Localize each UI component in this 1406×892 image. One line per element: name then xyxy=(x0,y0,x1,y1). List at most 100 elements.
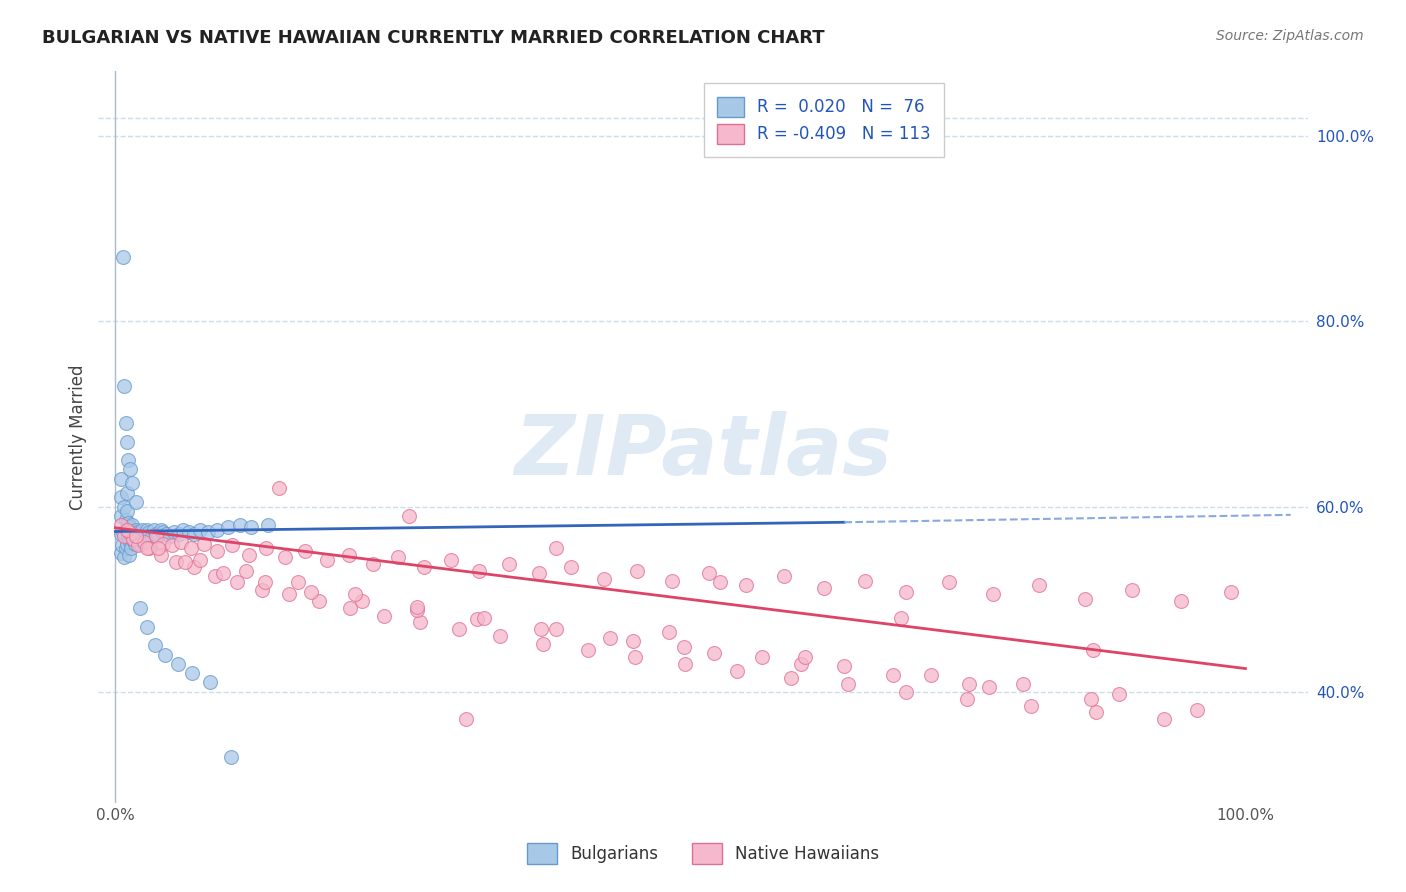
Legend: Bulgarians, Native Hawaiians: Bulgarians, Native Hawaiians xyxy=(520,837,886,871)
Point xyxy=(406,603,429,617)
Point xyxy=(1170,594,1192,608)
Point xyxy=(780,671,803,685)
Point xyxy=(527,566,550,581)
Text: BULGARIAN VS NATIVE HAWAIIAN CURRENTLY MARRIED CORRELATION CHART: BULGARIAN VS NATIVE HAWAIIAN CURRENTLY M… xyxy=(42,29,825,46)
Point xyxy=(725,665,748,679)
Point xyxy=(148,529,170,543)
Point xyxy=(274,550,297,565)
Point xyxy=(373,608,395,623)
Point xyxy=(134,534,156,549)
Point xyxy=(148,541,170,556)
Point xyxy=(226,575,249,590)
Point xyxy=(124,536,146,550)
Point xyxy=(118,548,141,562)
Point xyxy=(1219,584,1241,599)
Point xyxy=(205,544,228,558)
Point xyxy=(211,566,233,581)
Point xyxy=(546,622,568,636)
Point xyxy=(120,534,142,549)
Point xyxy=(110,472,132,486)
Point xyxy=(832,658,855,673)
Point xyxy=(920,668,942,682)
Point xyxy=(387,550,409,565)
Point xyxy=(132,534,155,549)
Point xyxy=(183,559,205,574)
Point xyxy=(172,523,194,537)
Point xyxy=(115,485,138,500)
Point xyxy=(278,587,301,601)
Point xyxy=(121,518,143,533)
Point xyxy=(287,575,309,590)
Point xyxy=(115,504,138,518)
Point xyxy=(957,677,980,691)
Point xyxy=(658,624,681,639)
Point xyxy=(697,566,720,581)
Point xyxy=(128,532,150,546)
Point xyxy=(299,584,322,599)
Point xyxy=(1028,578,1050,592)
Point xyxy=(200,675,222,690)
Point xyxy=(882,668,904,682)
Point xyxy=(138,541,160,556)
Point xyxy=(110,518,132,533)
Point xyxy=(624,649,647,664)
Point xyxy=(956,692,979,706)
Point xyxy=(121,476,143,491)
Point xyxy=(621,633,644,648)
Point xyxy=(790,657,813,671)
Point xyxy=(254,541,277,556)
Point xyxy=(896,584,918,599)
Point xyxy=(188,553,211,567)
Point xyxy=(1108,687,1130,701)
Point xyxy=(112,500,135,514)
Point xyxy=(127,525,149,540)
Point xyxy=(152,536,174,550)
Point xyxy=(112,525,135,540)
Point xyxy=(1074,592,1097,607)
Point xyxy=(703,646,725,660)
Point xyxy=(174,555,197,569)
Point xyxy=(141,529,163,543)
Point xyxy=(131,527,153,541)
Point xyxy=(152,525,174,540)
Point xyxy=(853,574,876,588)
Point xyxy=(117,516,139,531)
Point xyxy=(498,557,520,571)
Point xyxy=(221,538,243,552)
Point xyxy=(125,529,148,543)
Point xyxy=(339,601,361,615)
Point xyxy=(546,541,568,556)
Point xyxy=(938,575,960,590)
Text: Source: ZipAtlas.com: Source: ZipAtlas.com xyxy=(1216,29,1364,43)
Point xyxy=(592,572,614,586)
Point xyxy=(132,529,155,543)
Point xyxy=(115,523,138,537)
Point xyxy=(149,548,172,562)
Point xyxy=(114,513,136,527)
Point xyxy=(112,529,135,543)
Point xyxy=(1153,713,1175,727)
Point xyxy=(735,578,758,592)
Point xyxy=(165,555,187,569)
Point xyxy=(131,523,153,537)
Point xyxy=(167,527,190,541)
Point xyxy=(409,615,432,630)
Point xyxy=(143,639,166,653)
Point xyxy=(188,523,211,537)
Point xyxy=(219,749,242,764)
Point xyxy=(118,525,141,540)
Point xyxy=(117,529,139,543)
Point xyxy=(294,544,316,558)
Point xyxy=(118,532,141,546)
Y-axis label: Currently Married: Currently Married xyxy=(69,364,87,510)
Point xyxy=(773,569,796,583)
Point xyxy=(120,520,142,534)
Point xyxy=(1121,582,1143,597)
Point xyxy=(531,636,554,650)
Point xyxy=(110,490,132,504)
Point xyxy=(1080,692,1102,706)
Point xyxy=(1185,703,1208,717)
Point xyxy=(240,520,263,534)
Point xyxy=(672,640,695,655)
Point xyxy=(977,680,1000,694)
